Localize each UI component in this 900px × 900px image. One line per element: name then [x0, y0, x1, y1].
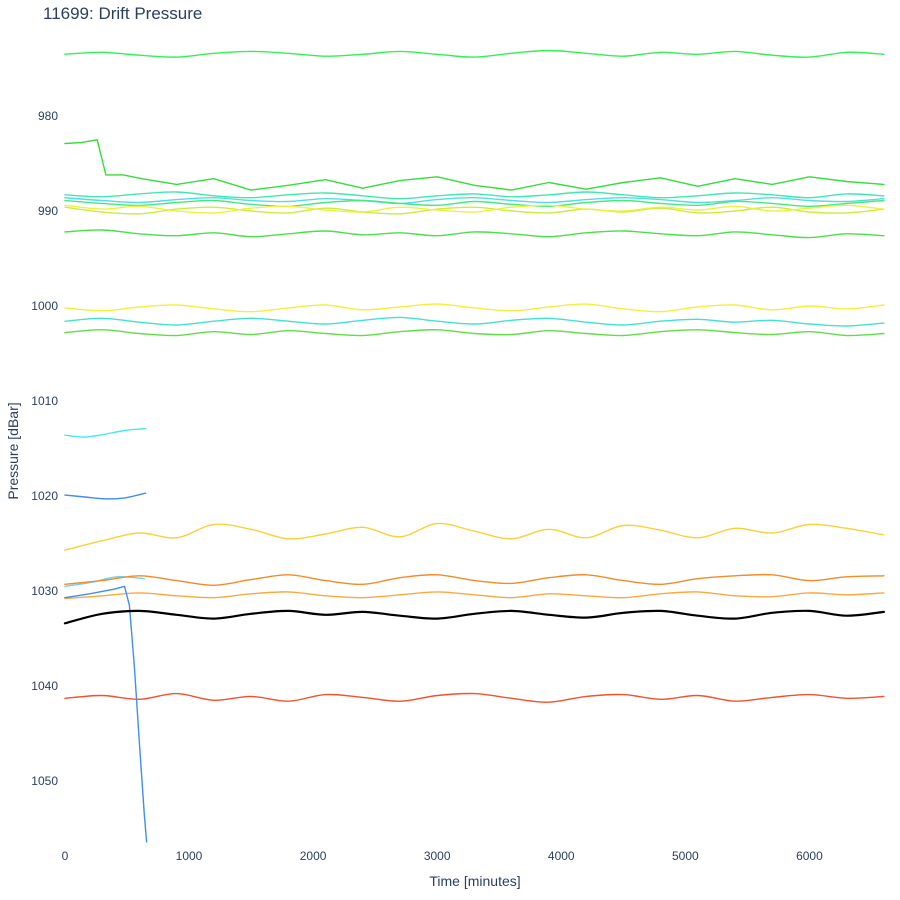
- series-yellow-990[interactable]: [64, 204, 885, 214]
- series-teal-988[interactable]: [64, 191, 885, 200]
- chart-title: 11699: Drift Pressure: [43, 4, 203, 23]
- x-tick-label: 5000: [672, 849, 699, 863]
- y-tick-label: 980: [38, 109, 58, 123]
- y-tick-label: 1000: [31, 299, 58, 313]
- series-cyan-989[interactable]: [64, 196, 885, 205]
- series-lightgreen-1002[interactable]: [64, 329, 885, 337]
- y-tick-label: 990: [38, 204, 58, 218]
- y-tick-label: 1050: [31, 774, 58, 788]
- series-green-jump-983-987[interactable]: [64, 139, 885, 191]
- series-red-1041[interactable]: [64, 692, 885, 703]
- series-blue-plunge[interactable]: [64, 585, 148, 843]
- x-tick-label: 2000: [300, 849, 327, 863]
- x-tick-label: 6000: [796, 849, 823, 863]
- y-tick-label: 1030: [31, 584, 58, 598]
- series-turquoise-1001[interactable]: [64, 316, 885, 327]
- x-axis-title: Time [minutes]: [429, 873, 521, 889]
- x-tick-label: 3000: [424, 849, 451, 863]
- series-cyan-short-1013[interactable]: [64, 427, 147, 438]
- series-yellowgreen-990[interactable]: [64, 206, 885, 215]
- x-tick-label: 4000: [548, 849, 575, 863]
- x-tick-label: 0: [62, 849, 69, 863]
- series-lightcyan-short-1029[interactable]: [64, 575, 145, 587]
- series-blue-short-1020[interactable]: [64, 492, 147, 500]
- series-black-1032[interactable]: [63, 609, 885, 625]
- y-tick-label: 1040: [31, 679, 58, 693]
- y-tick-label: 1020: [31, 489, 58, 503]
- series-gold-1023[interactable]: [64, 522, 885, 551]
- y-axis-title: Pressure [dBar]: [5, 402, 21, 500]
- series-orange-1028[interactable]: [64, 573, 885, 587]
- series-lightorange-1030[interactable]: [64, 591, 885, 600]
- series-yellow-1000[interactable]: [64, 303, 885, 313]
- series-green-992[interactable]: [64, 229, 885, 239]
- y-tick-label: 1010: [31, 394, 58, 408]
- series-green-973[interactable]: [64, 49, 885, 58]
- x-tick-label: 1000: [176, 849, 203, 863]
- series-springgreen-989[interactable]: [64, 199, 885, 208]
